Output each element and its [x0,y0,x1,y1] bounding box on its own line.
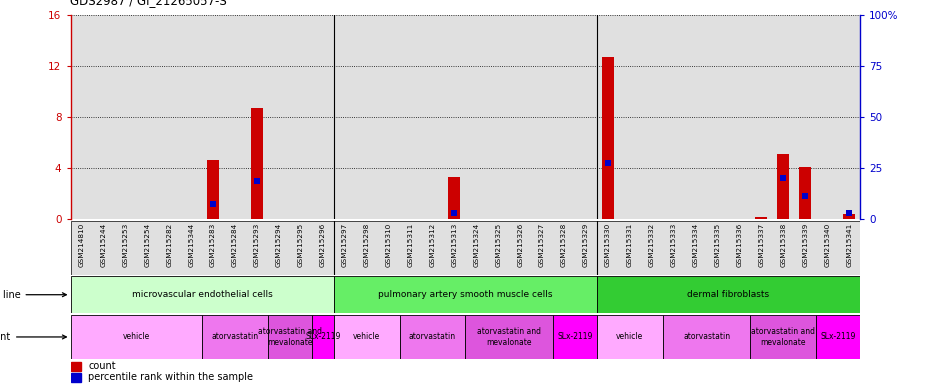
Text: GSM215310: GSM215310 [385,222,392,266]
Bar [777,154,790,219]
Bar [312,315,334,359]
Text: GSM215340: GSM215340 [824,222,830,266]
Bar [663,315,750,359]
Text: GSM215341: GSM215341 [846,222,853,266]
Text: GSM214810: GSM214810 [78,222,85,266]
Bar [70,315,202,359]
Bar [70,276,334,313]
Text: GSM215337: GSM215337 [759,222,764,266]
Bar [597,315,663,359]
Text: atorvastatin: atorvastatin [212,333,258,341]
Text: GDS2987 / GI_21265057-S: GDS2987 / GI_21265057-S [70,0,227,7]
Text: GSM215338: GSM215338 [780,222,787,266]
Text: GSM215254: GSM215254 [144,222,150,266]
Bar [70,372,81,382]
Bar [750,315,816,359]
Text: GSM215297: GSM215297 [341,222,348,266]
Text: GSM215332: GSM215332 [649,222,655,266]
Text: GSM215329: GSM215329 [583,222,589,266]
Text: GSM215339: GSM215339 [802,222,808,266]
Text: GSM215311: GSM215311 [407,222,414,266]
Text: GSM215330: GSM215330 [604,222,611,266]
Bar [70,362,81,371]
Text: GSM215284: GSM215284 [232,222,238,266]
Bar [334,315,400,359]
Bar [553,315,597,359]
Text: GSM215296: GSM215296 [320,222,326,266]
Text: GSM215295: GSM215295 [298,222,304,266]
Text: vehicle: vehicle [353,333,380,341]
Bar [597,276,860,313]
Text: GSM215253: GSM215253 [122,222,129,266]
Bar [202,315,268,359]
Bar [334,276,597,313]
Text: atorvastatin: atorvastatin [683,333,730,341]
Text: percentile rank within the sample: percentile rank within the sample [88,372,254,382]
Text: GSM215313: GSM215313 [451,222,458,266]
Text: GSM215298: GSM215298 [364,222,369,266]
Text: GSM215294: GSM215294 [275,222,282,266]
Text: GSM215328: GSM215328 [561,222,567,266]
Bar [207,161,219,219]
Text: GSM215282: GSM215282 [166,222,172,266]
Text: SLx-2119: SLx-2119 [306,333,340,341]
Text: atorvastatin and
mevalonate: atorvastatin and mevalonate [258,327,321,347]
Text: atorvastatin and
mevalonate: atorvastatin and mevalonate [478,327,541,347]
Text: dermal fibroblasts: dermal fibroblasts [687,290,770,299]
Bar [816,315,860,359]
Text: SLx-2119: SLx-2119 [821,333,855,341]
Text: GSM215344: GSM215344 [188,222,195,266]
Text: GSM215331: GSM215331 [627,222,633,266]
Text: GSM215326: GSM215326 [517,222,524,266]
Text: cell line: cell line [0,290,67,300]
Bar [465,315,553,359]
Text: atorvastatin: atorvastatin [409,333,456,341]
Text: GSM215244: GSM215244 [101,222,106,266]
Text: GSM215325: GSM215325 [495,222,501,266]
Text: GSM215333: GSM215333 [670,222,677,266]
Text: pulmonary artery smooth muscle cells: pulmonary artery smooth muscle cells [378,290,553,299]
Text: GSM215283: GSM215283 [210,222,216,266]
Text: vehicle: vehicle [123,333,149,341]
Text: GSM215293: GSM215293 [254,222,260,266]
Text: vehicle: vehicle [617,333,643,341]
Text: GSM215312: GSM215312 [430,222,435,266]
Text: microvascular endothelial cells: microvascular endothelial cells [132,290,273,299]
Text: atorvastatin and
mevalonate: atorvastatin and mevalonate [751,327,815,347]
Bar [448,177,461,219]
Bar [756,217,767,219]
Bar [602,57,614,219]
Text: GSM215334: GSM215334 [693,222,698,266]
Bar [251,108,263,219]
Text: agent: agent [0,332,67,342]
Text: GSM215327: GSM215327 [539,222,545,266]
Bar [268,315,312,359]
Text: GSM215335: GSM215335 [714,222,721,266]
Bar [799,167,811,219]
Text: GSM215324: GSM215324 [473,222,479,266]
Text: GSM215336: GSM215336 [736,222,743,266]
Bar [843,214,855,219]
Text: SLx-2119: SLx-2119 [557,333,592,341]
Bar [400,315,465,359]
Text: count: count [88,361,116,371]
